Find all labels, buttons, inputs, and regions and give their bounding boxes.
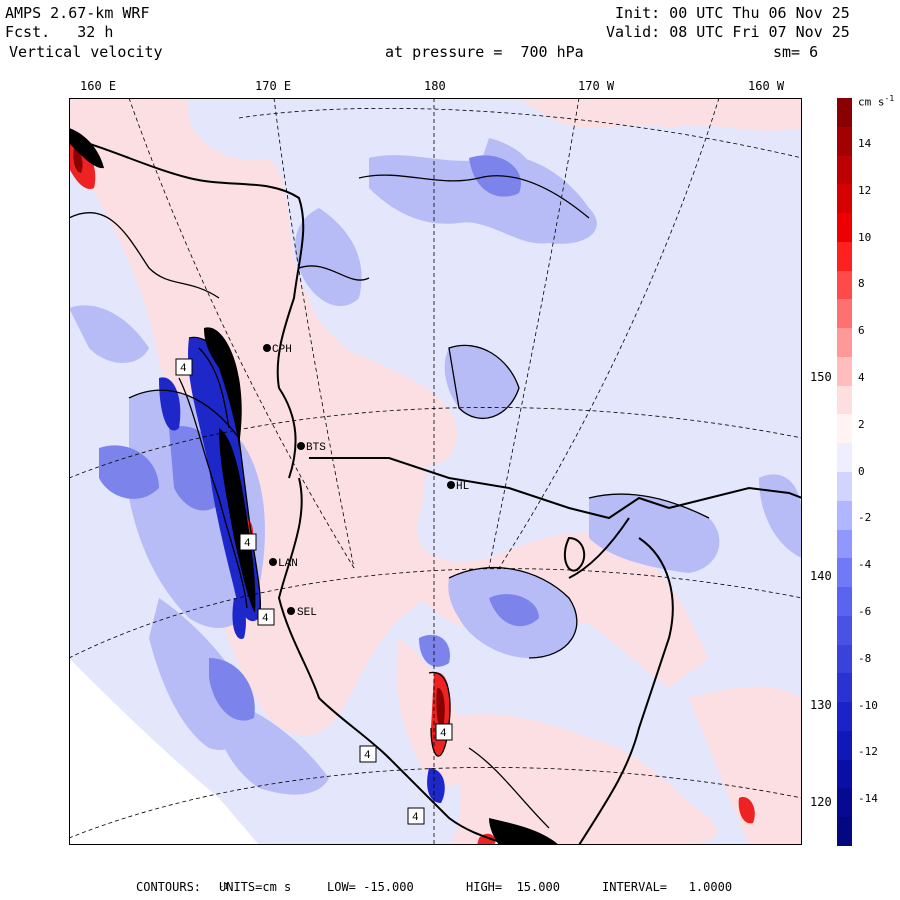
field-name: Vertical velocity — [9, 43, 163, 61]
colorbar-tick-label: 10 — [858, 230, 872, 244]
colorbar-cell — [837, 299, 852, 329]
colorbar-cell — [837, 184, 852, 214]
colorbar-cell — [837, 443, 852, 473]
vertical-velocity-map: CPH BTS HL LAN SEL 4 4 4 4 4 4 — [69, 98, 802, 845]
colorbar-cell — [837, 270, 852, 300]
extreme-box — [257, 608, 275, 626]
extreme-label: 4 — [364, 750, 371, 762]
extreme-label: 4 — [244, 538, 251, 550]
contours-label: CONTOURS: — [136, 880, 202, 894]
mountain-contour-mass — [69, 128, 559, 845]
colorbar-tick-label: -12 — [858, 745, 878, 759]
extreme-box — [359, 745, 377, 763]
colorbar-cell — [837, 155, 852, 185]
colorbar-tick-label: 4 — [858, 371, 865, 384]
station-dot-hl — [447, 481, 455, 489]
colorbar-cell — [837, 328, 852, 358]
extreme-label: 4 — [180, 363, 187, 375]
extreme-label: 4 — [440, 728, 447, 740]
colorbar-tick-label: 14 — [858, 137, 872, 150]
extreme-box — [435, 723, 453, 741]
graticule — [69, 98, 802, 845]
extreme-box — [175, 358, 193, 376]
lon-label-170e: 170 E — [255, 79, 292, 93]
colorbar-tick-label: -6 — [858, 605, 872, 618]
station-label-lan: LAN — [278, 558, 298, 570]
colorbar-cell — [837, 500, 852, 530]
extreme-box — [239, 533, 257, 551]
outside-domain-region — [69, 658, 259, 845]
colorbar-cell — [837, 644, 852, 674]
colorbar-cell — [837, 558, 852, 588]
extreme-box — [407, 807, 425, 825]
station-label-sel: SEL — [297, 607, 317, 619]
model-title: AMPS 2.67-km WRF — [5, 4, 150, 22]
colorbar-cell — [837, 529, 852, 559]
colorbar-cell — [837, 385, 852, 415]
colorbar-tick-label: -10 — [858, 698, 878, 712]
colorbar-tick-label: 8 — [858, 277, 865, 291]
colorbar-cell — [837, 414, 852, 444]
extreme-label: 4 — [412, 812, 419, 824]
station-markers — [263, 344, 455, 615]
low-value: LOW= -15.000 — [327, 880, 414, 894]
colorbar-cell — [837, 673, 852, 703]
lon-label-160w: 160 W — [748, 79, 785, 93]
init-time: Init: 00 UTC Thu 06 Nov 25 — [615, 4, 850, 22]
colorbar-cell — [837, 213, 852, 243]
colorbar-cell — [837, 356, 852, 386]
valid-time: Valid: 08 UTC Fri 07 Nov 25 — [606, 23, 850, 41]
colorbar-cell — [837, 702, 852, 732]
extreme-label: 4 — [262, 613, 269, 625]
colorbar-cell — [837, 817, 852, 847]
colorbar-tick-label: -14 — [858, 792, 878, 806]
colorbar-tick-label: 12 — [858, 183, 872, 197]
station-labels: CPH BTS HL LAN SEL — [272, 344, 469, 619]
colorbar-tick-label: -4 — [858, 558, 872, 572]
pressure-level: at pressure = 700 hPa — [385, 43, 584, 61]
colorbar-cell — [837, 126, 852, 156]
station-label-bts: BTS — [306, 442, 326, 454]
interval-value: INTERVAL= 1.0000 — [602, 880, 733, 894]
station-dot-bts — [297, 442, 305, 450]
station-dot-cph — [263, 344, 271, 352]
high-value: HIGH= 15.000 — [466, 880, 560, 894]
colorbar-units: cm s-1 — [858, 94, 895, 109]
colorbar-cell — [837, 241, 852, 271]
colorbar-cell — [837, 759, 852, 789]
colorbar-tick-label: 0 — [858, 464, 865, 478]
lon-label-160e: 160 E — [80, 79, 117, 93]
forecast-hour: Fcst. 32 h — [5, 23, 114, 41]
station-dot-lan — [269, 558, 277, 566]
lon-label-180: 180 — [424, 79, 446, 93]
colorbar-tick-label: 2 — [858, 417, 865, 431]
extreme-marks: 4 4 4 4 4 4 — [175, 358, 453, 825]
units-label: UNITS=cm s -1 — [219, 880, 292, 894]
map-frame — [69, 98, 802, 845]
colorbar-cell — [837, 587, 852, 617]
colorbar-cell — [837, 98, 852, 127]
colorbar-cell — [837, 615, 852, 645]
station-label-hl: HL — [456, 481, 469, 493]
colorbar-tick-label: -2 — [858, 511, 872, 525]
colorbar-cell — [837, 788, 852, 818]
negative-moderate-areas — [99, 155, 539, 721]
station-dot-sel — [287, 607, 295, 615]
station-label-cph: CPH — [272, 344, 292, 356]
colorbar-tick-label: 6 — [858, 324, 865, 338]
coastline — [69, 137, 802, 845]
colorbar-cell — [837, 730, 852, 760]
lon-label-170w: 170 W — [578, 79, 615, 93]
colorbar-cell — [837, 472, 852, 501]
colorbar — [837, 98, 852, 847]
colorbar-tick-label: -8 — [858, 651, 872, 665]
smoothing-value: sm= 6 — [773, 43, 819, 61]
